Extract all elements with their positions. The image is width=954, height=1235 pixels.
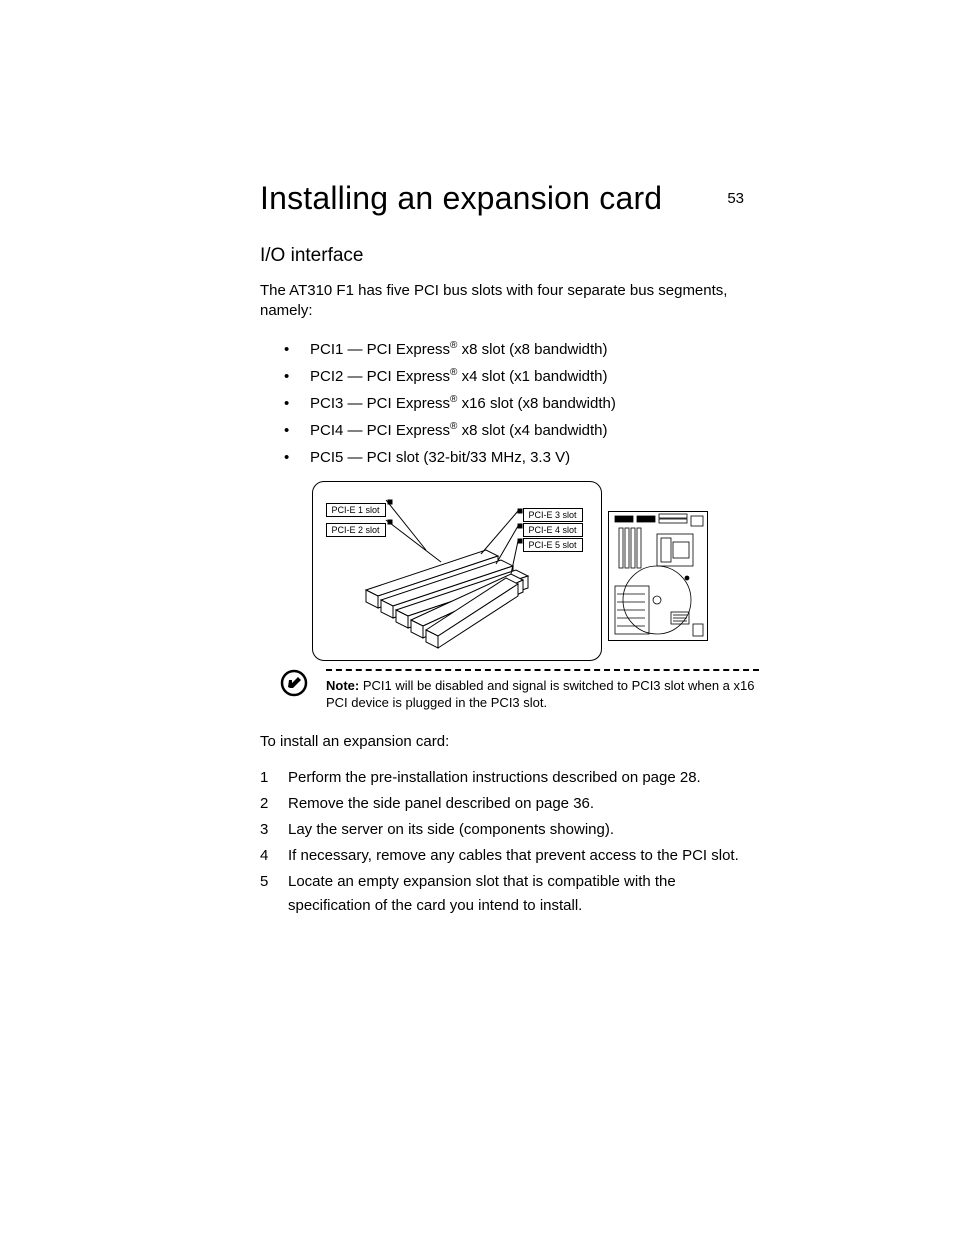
step-item: Locate an empty expansion slot that is c… bbox=[260, 870, 759, 918]
step-item: If necessary, remove any cables that pre… bbox=[260, 844, 759, 868]
note-content: PCI1 will be disabled and signal is swit… bbox=[326, 678, 755, 711]
install-steps: Perform the pre-installation instruction… bbox=[260, 766, 759, 918]
bullet-pre: PCI4 — PCI Express bbox=[310, 422, 450, 439]
note-icon bbox=[280, 669, 308, 697]
bullet-post: x16 slot (x8 bandwidth) bbox=[457, 395, 615, 412]
pci-slot-list: PCI1 — PCI Express® x8 slot (x8 bandwidt… bbox=[260, 336, 759, 471]
bullet-post: x8 slot (x8 bandwidth) bbox=[457, 341, 607, 358]
note-text: Note: PCI1 will be disabled and signal i… bbox=[326, 677, 759, 712]
note-label: Note: bbox=[326, 678, 359, 693]
page-title: Installing an expansion card bbox=[260, 180, 759, 217]
intro-paragraph: The AT310 F1 has five PCI bus slots with… bbox=[260, 281, 759, 322]
page-number: 53 bbox=[727, 190, 744, 207]
slot-label: PCI-E 1 slot bbox=[326, 503, 386, 517]
bullet-post: x4 slot (x1 bandwidth) bbox=[457, 368, 607, 385]
list-item: PCI3 — PCI Express® x16 slot (x8 bandwid… bbox=[284, 390, 759, 417]
bullet-post: x8 slot (x4 bandwidth) bbox=[457, 422, 607, 439]
step-item: Perform the pre-installation instruction… bbox=[260, 766, 759, 790]
step-item: Lay the server on its side (components s… bbox=[260, 818, 759, 842]
section-heading: I/O interface bbox=[260, 245, 759, 267]
pci-slot-diagram: PCI-E 1 slot PCI-E 2 slot PCI-E 3 slot P… bbox=[260, 481, 759, 661]
install-heading: To install an expansion card: bbox=[260, 732, 759, 752]
list-item: PCI1 — PCI Express® x8 slot (x8 bandwidt… bbox=[284, 336, 759, 363]
note-divider bbox=[326, 669, 759, 671]
motherboard-thumbnail bbox=[608, 511, 708, 641]
diagram-main-panel: PCI-E 1 slot PCI-E 2 slot PCI-E 3 slot P… bbox=[312, 481, 602, 661]
list-item: PCI4 — PCI Express® x8 slot (x4 bandwidt… bbox=[284, 417, 759, 444]
slot-label: PCI-E 5 slot bbox=[523, 538, 583, 552]
bullet-pre: PCI3 — PCI Express bbox=[310, 395, 450, 412]
bullet-pre: PCI2 — PCI Express bbox=[310, 368, 450, 385]
list-item: PCI2 — PCI Express® x4 slot (x1 bandwidt… bbox=[284, 363, 759, 390]
note-block: Note: PCI1 will be disabled and signal i… bbox=[280, 669, 759, 712]
step-item: Remove the side panel described on page … bbox=[260, 792, 759, 816]
bullet-pre: PCI1 — PCI Express bbox=[310, 341, 450, 358]
slot-label: PCI-E 2 slot bbox=[326, 523, 386, 537]
list-item: PCI5 — PCI slot (32-bit/33 MHz, 3.3 V) bbox=[284, 444, 759, 471]
bullet-text: PCI5 — PCI slot (32-bit/33 MHz, 3.3 V) bbox=[310, 449, 570, 466]
